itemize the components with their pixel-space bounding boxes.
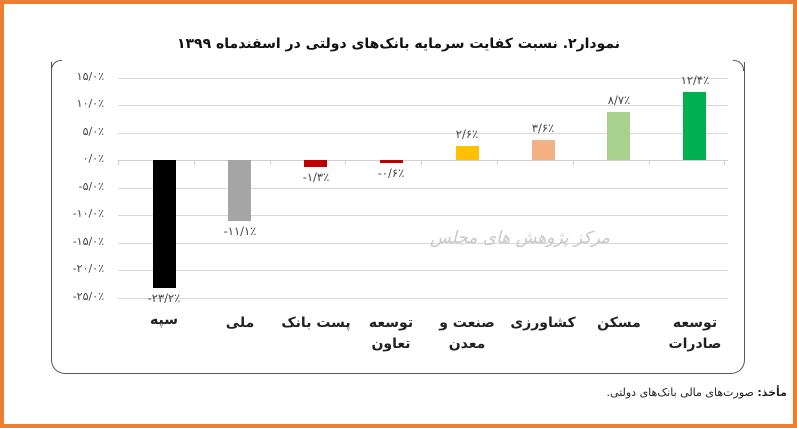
gridline xyxy=(118,105,728,106)
bar xyxy=(304,160,327,167)
x-axis-tick xyxy=(724,160,725,165)
category-label: سپه xyxy=(150,312,178,328)
x-axis-tick xyxy=(118,160,119,165)
x-axis-tick xyxy=(421,160,422,165)
category-label: توسعه صادرات xyxy=(668,315,722,352)
source-text: صورت‌های مالی بانک‌های دولتی. xyxy=(606,386,758,399)
gridline xyxy=(118,270,728,271)
x-axis-tick xyxy=(497,160,498,165)
watermark: مرکز پژوهش های مجلس xyxy=(430,228,610,248)
gridline xyxy=(118,298,728,299)
y-axis-tick-label: ۵/۰٪ xyxy=(82,125,104,138)
chart-title: نمودار۲. نسبت کفایت سرمایه بانک‌های دولت… xyxy=(176,36,621,52)
data-label: -۲۳/۲٪ xyxy=(147,291,181,305)
y-axis-tick-label: -۱۰/۰٪ xyxy=(72,207,104,220)
x-axis-tick xyxy=(194,160,195,165)
gridline xyxy=(118,133,728,134)
category-label: توسعه تعاون xyxy=(368,315,414,352)
data-label: ۱۲/۴٪ xyxy=(680,73,710,87)
y-axis-tick-label: -۵/۰٪ xyxy=(78,180,104,193)
bar xyxy=(456,146,479,160)
y-axis-tick-label: ۰/۰٪ xyxy=(82,152,104,165)
category-label: پست بانک xyxy=(281,315,351,331)
gridline xyxy=(118,188,728,189)
bar xyxy=(228,160,251,221)
category-label: ملی xyxy=(225,315,255,331)
category-label: مسکن xyxy=(597,315,641,331)
bar xyxy=(380,160,403,163)
x-axis-tick xyxy=(573,160,574,165)
y-axis-tick-label: -۱۵/۰٪ xyxy=(72,235,104,248)
source-label: مأخذ: xyxy=(757,386,787,399)
category-label: کشاورزی xyxy=(510,315,576,331)
gridline xyxy=(118,78,728,79)
y-axis-tick-label: -۲۰/۰٪ xyxy=(72,262,104,275)
data-label: ۳/۶٪ xyxy=(531,121,555,135)
bar xyxy=(532,140,555,160)
x-axis-tick xyxy=(270,160,271,165)
gridline xyxy=(118,215,728,216)
gridline xyxy=(118,243,728,244)
y-axis-tick-label: ۱۰/۰٪ xyxy=(76,97,104,110)
y-axis-tick-label: -۲۵/۰٪ xyxy=(72,290,104,303)
data-label: -۱۱/۱٪ xyxy=(223,224,257,238)
category-label: صنعت و معدن xyxy=(439,315,495,352)
data-label: ۸/۷٪ xyxy=(607,93,631,107)
bar xyxy=(607,112,630,160)
bar xyxy=(153,160,176,288)
bar xyxy=(683,92,706,160)
data-label: -۰/۶٪ xyxy=(377,166,405,180)
data-label: ۲/۶٪ xyxy=(455,127,479,141)
data-label: -۱/۳٪ xyxy=(302,170,330,184)
source-note: مأخذ: صورت‌های مالی بانک‌های دولتی. xyxy=(607,386,787,399)
chart-frame xyxy=(51,62,745,374)
x-axis-tick xyxy=(345,160,346,165)
gridline xyxy=(118,160,728,161)
x-axis-tick xyxy=(649,160,650,165)
y-axis-tick-label: ۱۵/۰٪ xyxy=(76,70,104,83)
